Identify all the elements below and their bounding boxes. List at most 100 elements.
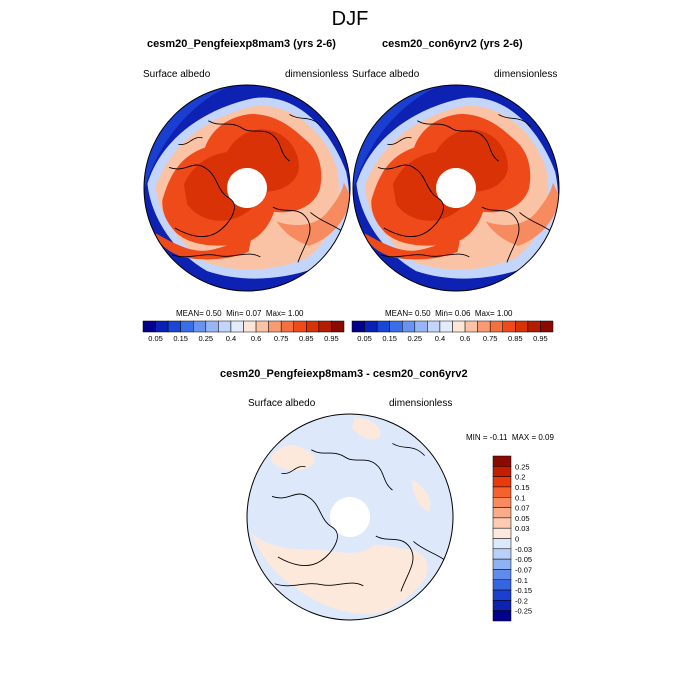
colorbar-swatch bbox=[414, 320, 428, 333]
colorbar-tick-label: -0.05 bbox=[515, 555, 532, 564]
panel-2-field-label: Surface albedo bbox=[352, 69, 420, 80]
panel-2-title: cesm20_con6yrv2 (yrs 2-6) bbox=[382, 38, 523, 50]
colorbar-swatch bbox=[280, 320, 294, 333]
mean-value: 0.50 bbox=[206, 309, 222, 318]
colorbar-swatch bbox=[477, 320, 491, 333]
colorbar-swatch bbox=[268, 320, 282, 333]
colorbar-swatch bbox=[351, 320, 365, 333]
colorbar-tick-label: 0.15 bbox=[173, 334, 188, 343]
colorbar-swatch bbox=[142, 320, 156, 333]
colorbar-tick-label: 0.95 bbox=[324, 334, 339, 343]
colorbar-swatch bbox=[205, 320, 219, 333]
colorbar-swatch bbox=[492, 569, 512, 580]
diff-map bbox=[247, 414, 453, 620]
colorbar-swatch bbox=[515, 320, 529, 333]
panel-2-map bbox=[353, 85, 559, 291]
max-value: 0.09 bbox=[538, 433, 554, 442]
colorbar-tick-label: 0.15 bbox=[515, 483, 530, 492]
colorbar-tick-label: 0.05 bbox=[357, 334, 372, 343]
diff-field-label: Surface albedo bbox=[248, 398, 316, 409]
colorbar-tick-label: 0.85 bbox=[299, 334, 314, 343]
colorbar-tick-label: 0.85 bbox=[508, 334, 523, 343]
colorbar-tick-label: 0.6 bbox=[251, 334, 261, 343]
colorbar-swatch bbox=[439, 320, 453, 333]
max-label: Max= bbox=[265, 309, 286, 318]
colorbar-swatch bbox=[492, 538, 512, 550]
min-value: 0.07 bbox=[245, 309, 262, 318]
min-label: MIN = bbox=[466, 433, 488, 442]
colorbar-swatch bbox=[492, 476, 512, 488]
colorbar-swatch bbox=[492, 527, 512, 539]
colorbar-swatch bbox=[464, 320, 478, 333]
colorbar-tick-label: 0.25 bbox=[515, 462, 530, 471]
panel-1-map-border bbox=[143, 84, 351, 292]
colorbar-tick-label: 0.07 bbox=[515, 504, 530, 513]
min-value: -0.11 bbox=[489, 433, 508, 442]
colorbar-swatch bbox=[492, 507, 512, 519]
panel-2-units-label: dimensionless bbox=[494, 69, 558, 80]
colorbar-swatch bbox=[167, 320, 181, 333]
colorbar-swatch bbox=[306, 320, 320, 333]
colorbar-tick-label: -0.1 bbox=[515, 576, 528, 585]
colorbar-swatch bbox=[364, 320, 378, 333]
colorbar-swatch bbox=[502, 320, 516, 333]
colorbar-tick-label: -0.15 bbox=[515, 586, 532, 595]
colorbar-tick-label: 0.05 bbox=[148, 334, 163, 343]
panel-1-field-label: Surface albedo bbox=[143, 69, 211, 80]
colorbar-swatch bbox=[389, 320, 403, 333]
diff-panel-title: cesm20_Pengfeiexp8mam3 - cesm20_con6yrv2 bbox=[220, 368, 468, 380]
mean-label: MEAN= bbox=[176, 309, 204, 318]
mean-value: 0.50 bbox=[415, 309, 431, 318]
max-value: 1.00 bbox=[287, 309, 304, 318]
colorbar-tick-label: 0.4 bbox=[226, 334, 236, 343]
colorbar-swatch bbox=[492, 486, 512, 498]
min-value: 0.06 bbox=[454, 309, 471, 318]
colorbar-swatch bbox=[492, 466, 512, 477]
colorbar-swatch bbox=[193, 320, 207, 333]
diff-stats: MIN = -0.11 MAX = 0.09 bbox=[466, 433, 554, 442]
colorbar-swatch bbox=[402, 320, 416, 333]
colorbar-swatch bbox=[492, 497, 512, 508]
colorbar-tick-label: -0.03 bbox=[515, 545, 532, 554]
colorbar-swatch bbox=[492, 548, 512, 560]
colorbar-tick-label: 0.75 bbox=[274, 334, 289, 343]
colorbar-tick-label: 0.05 bbox=[515, 514, 530, 523]
colorbar-tick-label: 0.1 bbox=[515, 493, 525, 502]
colorbar-swatch bbox=[452, 320, 466, 333]
max-value: 1.00 bbox=[496, 309, 513, 318]
max-label: Max= bbox=[474, 309, 495, 318]
colorbar-swatch bbox=[243, 320, 257, 333]
max-label: MAX = bbox=[511, 433, 537, 442]
min-label: Min= bbox=[226, 309, 244, 318]
panel-1-units-label: dimensionless bbox=[285, 69, 349, 80]
colorbar-tick-label: -0.07 bbox=[515, 565, 532, 574]
colorbar-swatch bbox=[255, 320, 269, 333]
colorbar-swatch bbox=[492, 579, 512, 591]
panel-1-colorbar: 0.05 0.15 0.25 0.4 0.6 0.75 0.85 0.95 bbox=[142, 320, 345, 343]
colorbar-tick-label: 0.95 bbox=[533, 334, 548, 343]
panel-1-stats: MEAN= 0.50 Min= 0.07 Max= 1.00 bbox=[176, 309, 304, 318]
colorbar-swatch bbox=[293, 320, 307, 333]
colorbar-swatch bbox=[489, 320, 503, 333]
panel-1-title: cesm20_Pengfeiexp8mam3 (yrs 2-6) bbox=[147, 38, 336, 50]
colorbar-swatch bbox=[318, 320, 332, 333]
diff-colorbar: 0.250.20.150.10.070.050.030-0.03-0.05-0.… bbox=[492, 455, 532, 622]
colorbar-swatch bbox=[492, 589, 512, 601]
colorbar-tick-label: 0.25 bbox=[408, 334, 423, 343]
colorbar-swatch bbox=[492, 455, 512, 467]
min-label: Min= bbox=[435, 309, 453, 318]
colorbar-swatch bbox=[492, 558, 512, 570]
colorbar-tick-label: 0.25 bbox=[199, 334, 214, 343]
colorbar-tick-label: 0.2 bbox=[515, 473, 525, 482]
colorbar-tick-label: -0.25 bbox=[515, 607, 532, 616]
colorbar-tick-label: 0.75 bbox=[483, 334, 498, 343]
colorbar-swatch bbox=[331, 320, 345, 333]
colorbar-tick-label: 0 bbox=[515, 535, 519, 544]
diff-units-label: dimensionless bbox=[389, 398, 453, 409]
diff-map-border bbox=[246, 413, 454, 621]
colorbar-tick-label: 0.6 bbox=[460, 334, 470, 343]
panel-2-colorbar: 0.05 0.15 0.25 0.4 0.6 0.75 0.85 0.95 bbox=[351, 320, 554, 343]
colorbar-swatch bbox=[492, 517, 512, 529]
colorbar-swatch bbox=[218, 320, 232, 333]
